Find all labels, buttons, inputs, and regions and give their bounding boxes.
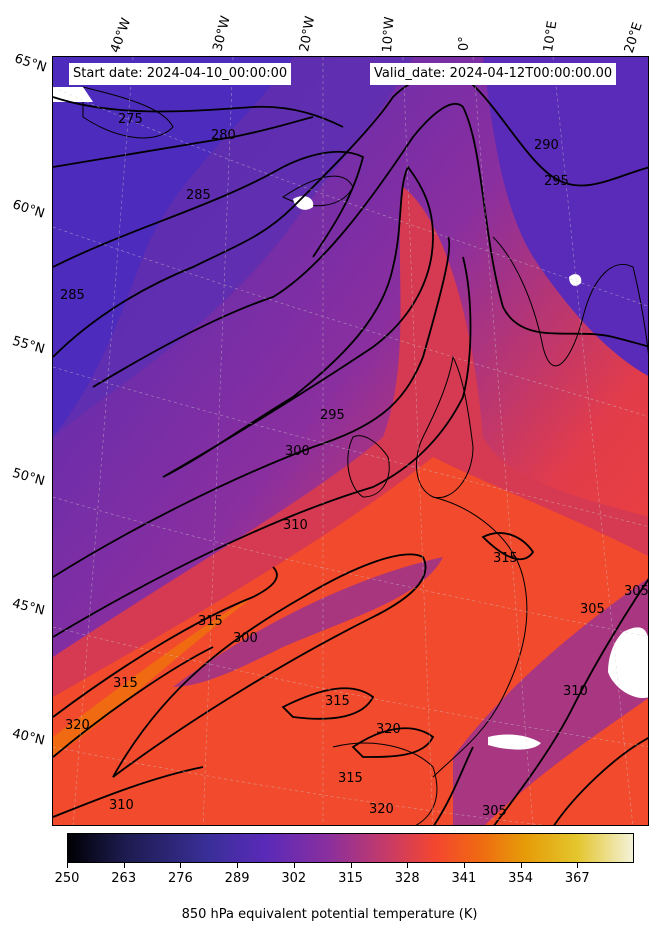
colorbar-tick-label: 367 <box>564 871 590 886</box>
longitude-label: 40°W <box>107 16 135 55</box>
contour-label: 305 <box>482 804 507 819</box>
contour-label: 315 <box>338 771 363 786</box>
contour-label: 275 <box>118 112 143 127</box>
latitude-label: 60°N <box>10 197 47 222</box>
colorbar-tick-label: 315 <box>338 871 363 886</box>
colorbar-tick-mark <box>350 863 352 868</box>
ne-cold-region <box>483 57 648 376</box>
contour-label: 280 <box>211 128 236 143</box>
contour-label: 285 <box>186 188 211 203</box>
contour-label: 295 <box>320 408 345 423</box>
colorbar-tick-mark <box>577 863 579 868</box>
valid-date-label: Valid_date: 2024-04-12T00:00:00.00 <box>370 63 617 85</box>
map-panel: 275 280 285 285 290 295 295 300 300 305 … <box>52 56 649 826</box>
colorbar-tick-label: 289 <box>224 871 250 886</box>
colorbar-tick-label: 302 <box>281 871 307 886</box>
colorbar-tick-mark <box>293 863 295 868</box>
colorbar <box>67 833 634 863</box>
contour-label: 300 <box>233 631 258 646</box>
colorbar-tick-label: 276 <box>167 871 193 886</box>
colorbar-tick-label: 263 <box>111 871 137 886</box>
longitude-label: 0° <box>457 36 472 51</box>
colorbar-tick-mark <box>237 863 239 868</box>
latitude-label: 40°N <box>10 726 47 749</box>
latitude-label: 45°N <box>10 596 47 619</box>
masked-terrain <box>53 87 648 750</box>
contour-label: 315 <box>113 676 138 691</box>
latitude-label: 65°N <box>12 51 49 76</box>
colorbar-tick-label: 250 <box>54 871 80 886</box>
colorbar-tick-mark <box>520 863 522 868</box>
longitude-label: 10°E <box>541 19 561 53</box>
contour-label: 315 <box>493 551 518 566</box>
colorbar-tick-mark <box>463 863 465 868</box>
longitude-label: 30°W <box>210 14 234 53</box>
colorbar-tick-label: 354 <box>508 871 534 886</box>
start-date-label: Start date: 2024-04-10_00:00:00 <box>69 63 292 85</box>
contour-label: 300 <box>285 444 310 459</box>
colorbar-tick-label: 341 <box>451 871 477 886</box>
contour-label: 315 <box>325 694 350 709</box>
contour-label: 285 <box>60 288 85 303</box>
contour-label: 310 <box>563 684 588 699</box>
colorbar-tick-label: 328 <box>394 871 420 886</box>
graticule <box>53 57 648 825</box>
cold-region <box>53 57 293 437</box>
colorbar-tick-mark <box>123 863 125 868</box>
contour-label: 295 <box>544 174 569 189</box>
contour-label: 320 <box>369 802 394 817</box>
longitude-label: 10°W <box>380 16 398 53</box>
contour-label: 320 <box>376 722 401 737</box>
contour-label: 305 <box>580 602 605 617</box>
contour-label-group: 275 280 285 285 290 295 295 300 300 305 … <box>60 112 649 819</box>
colorbar-tick-mark <box>407 863 409 868</box>
contour-label: 305 <box>624 584 649 599</box>
contour-label: 290 <box>534 138 559 153</box>
colorbar-title: 850 hPa equivalent potential temperature… <box>181 907 478 922</box>
longitude-label: 20°W <box>297 15 319 54</box>
latitude-label: 55°N <box>10 333 47 358</box>
contour-label: 310 <box>283 518 308 533</box>
contour-label: 310 <box>109 798 134 813</box>
se-cool-band <box>453 578 648 825</box>
longitude-label: 20°E <box>621 20 646 55</box>
contour-lines <box>53 72 648 825</box>
latitude-label: 50°N <box>10 465 47 490</box>
contour-label: 315 <box>198 614 223 629</box>
colorbar-tick-mark <box>67 863 68 868</box>
colorbar-tick-mark <box>180 863 182 868</box>
contour-label: 320 <box>65 718 90 733</box>
map-canvas: 275 280 285 285 290 295 295 300 300 305 … <box>53 57 649 825</box>
cool-band <box>173 557 443 687</box>
